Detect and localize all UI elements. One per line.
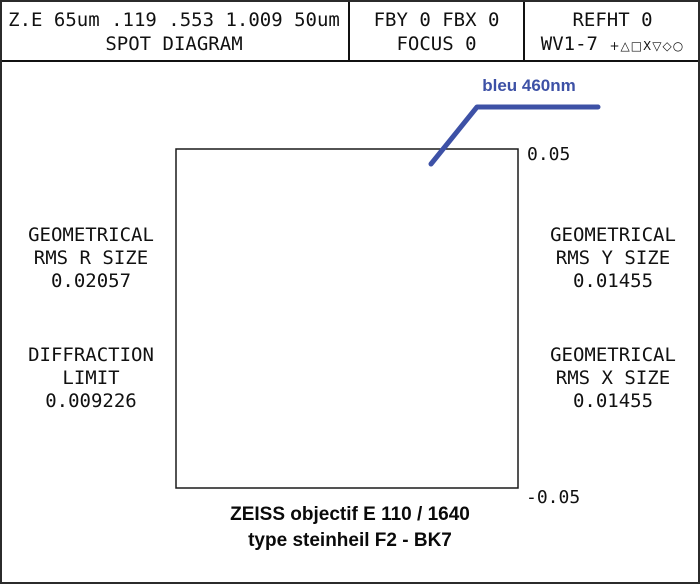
- wavelength-annotation: bleu 460nm: [482, 76, 576, 95]
- wavelength-range-text: WV1-7: [540, 33, 598, 55]
- caption-line2: type steinheil F2 - BK7: [248, 530, 452, 551]
- header-panel-field: FBY 0 FBX 0 FOCUS 0: [350, 0, 525, 62]
- rms-y-value: 0.01455: [572, 270, 654, 292]
- y-axis-min-label: -0.05: [526, 487, 581, 508]
- caption-line1: ZEISS objectif E 110 / 1640: [230, 504, 470, 525]
- refht-text: REFHT 0: [572, 9, 653, 31]
- y-axis-max-label: 0.05: [527, 144, 571, 165]
- rms-r-value: 0.02057: [50, 270, 132, 292]
- wavelength-legend: WV1-7 +△□X▽◇○: [525, 32, 700, 58]
- rms-x-line2: RMS X SIZE: [555, 367, 671, 389]
- rms-r-line1: GEOMETRICAL: [28, 224, 154, 246]
- rms-r-line2: RMS R SIZE: [33, 247, 149, 269]
- header-panel-refht: REFHT 0 WV1-7 +△□X▽◇○: [525, 0, 700, 62]
- rms-y-size-label: GEOMETRICAL RMS Y SIZE 0.01455: [527, 224, 699, 293]
- rms-x-value: 0.01455: [572, 390, 654, 412]
- diff-limit-line2: LIMIT: [62, 367, 120, 389]
- diff-limit-line1: DIFFRACTION: [28, 344, 154, 366]
- rms-x-size-label: GEOMETRICAL RMS X SIZE 0.01455: [527, 344, 699, 413]
- diffraction-limit-label: DIFFRACTION LIMIT 0.009226: [5, 344, 177, 413]
- rms-x-line1: GEOMETRICAL: [550, 344, 676, 366]
- diff-limit-value: 0.009226: [45, 390, 137, 412]
- rms-r-size-label: GEOMETRICAL RMS R SIZE 0.02057: [5, 224, 177, 293]
- lens-id-text: Z.E 65um .119 .553 1.009 50um: [8, 9, 340, 31]
- wavelength-marker-icons: +△□X▽◇○: [609, 39, 685, 53]
- focus-text: FOCUS 0: [396, 33, 477, 55]
- rms-y-line2: RMS Y SIZE: [555, 247, 671, 269]
- header-panel-lens-id: Z.E 65um .119 .553 1.009 50um SPOT DIAGR…: [0, 0, 350, 62]
- field-coords-text: FBY 0 FBX 0: [373, 9, 500, 31]
- rms-y-line1: GEOMETRICAL: [550, 224, 676, 246]
- plot-title: SPOT DIAGRAM: [105, 33, 243, 55]
